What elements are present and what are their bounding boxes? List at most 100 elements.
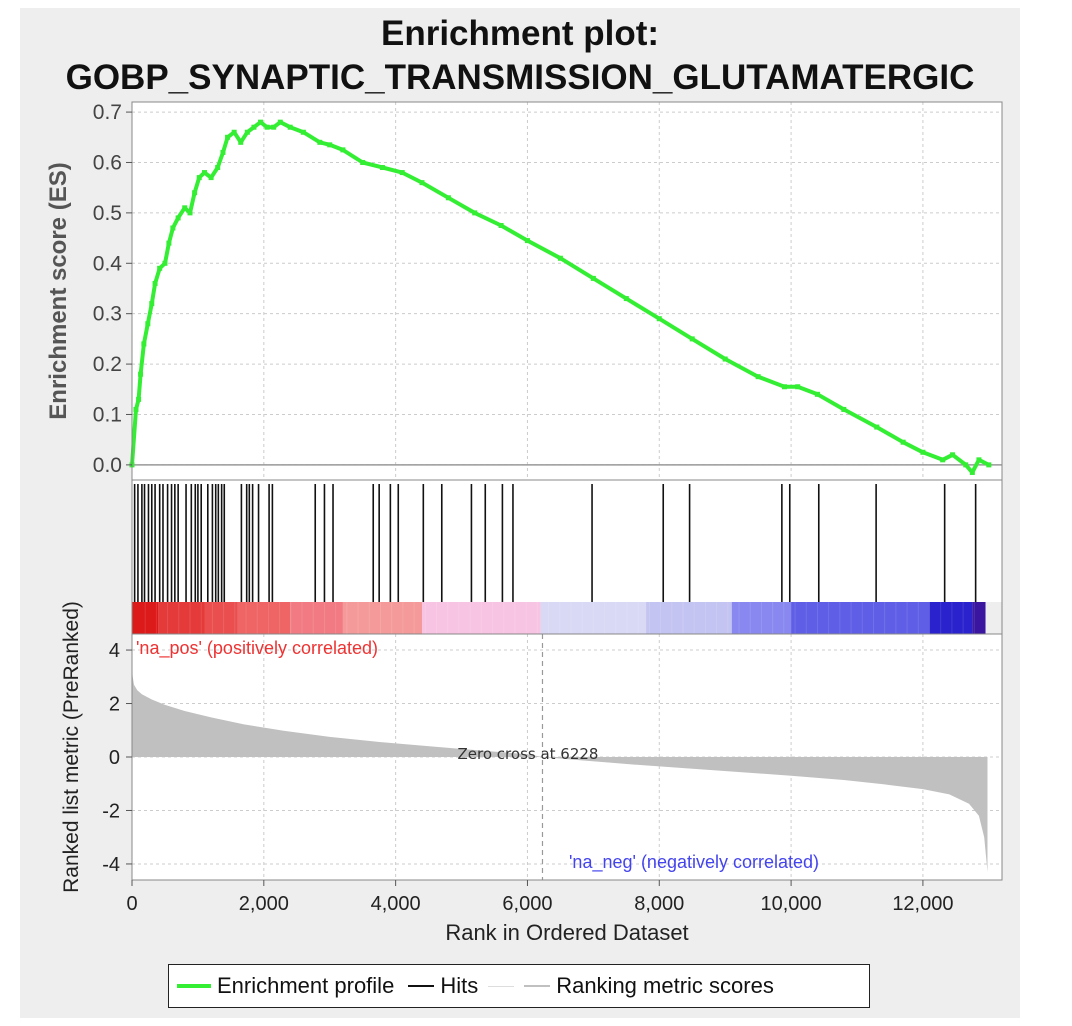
es-point — [920, 449, 926, 455]
es-point — [225, 134, 231, 140]
es-point — [175, 215, 181, 221]
es-point — [231, 129, 237, 135]
es-point — [379, 165, 385, 171]
es-ytick-label: 0.3 — [93, 303, 122, 326]
es-point — [950, 452, 956, 458]
es-point — [472, 210, 478, 216]
es-point — [182, 205, 188, 211]
heatbar-segment — [158, 602, 205, 634]
es-point — [722, 356, 728, 362]
es-point — [360, 159, 366, 165]
es-ytick-label: 0.2 — [93, 353, 122, 376]
metric-ytick-label: -2 — [102, 800, 120, 822]
metric-ytick-label: 4 — [109, 640, 120, 662]
heatbar-segment — [972, 602, 986, 634]
es-point — [215, 165, 221, 171]
es-point — [258, 119, 264, 125]
metric-ylabel: Ranked list metric (PreRanked) — [60, 601, 83, 893]
pos-correlated-label: 'na_pos' (positively correlated) — [136, 638, 378, 659]
es-point — [149, 301, 155, 307]
es-point — [162, 260, 168, 266]
heatbar-segment — [929, 602, 973, 634]
es-point — [524, 238, 530, 244]
es-point — [202, 170, 207, 176]
es-point — [940, 457, 946, 463]
es-point — [157, 265, 163, 271]
legend: Enrichment profile Hits Ranking metric s… — [168, 964, 870, 1008]
es-point — [251, 124, 257, 130]
es-ylabel: Enrichment score (ES) — [45, 162, 72, 419]
es-point — [689, 336, 695, 342]
es-point — [244, 129, 250, 135]
es-ytick-label: 0.4 — [93, 252, 123, 275]
metric-xtick-label: 8,000 — [634, 893, 684, 915]
es-point — [557, 255, 563, 261]
legend-label-ranking: Ranking metric scores — [556, 973, 774, 998]
es-point — [976, 457, 982, 463]
es-point — [196, 175, 202, 181]
es-ytick-label: 0.6 — [93, 151, 122, 174]
es-point — [498, 222, 504, 228]
es-point — [590, 275, 596, 281]
es-point — [623, 296, 629, 302]
heatbar-segment — [342, 602, 422, 634]
heatbar-segment — [731, 602, 792, 634]
legend-swatch-ranking — [524, 985, 551, 987]
chart-title-line2: GOBP_SYNAPTIC_TRANSMISSION_GLUTAMATERGIC — [65, 58, 975, 97]
legend-label-hits: Hits — [440, 973, 479, 998]
metric-ytick-label: 2 — [109, 694, 120, 716]
heatbar-segment — [237, 602, 291, 634]
es-point — [795, 384, 801, 390]
legend-item-hits: Hits — [408, 973, 478, 999]
zero-cross-label: Zero cross at 6228 — [458, 745, 599, 763]
heatbar-segment — [540, 602, 647, 634]
es-point — [138, 371, 144, 377]
es-point — [271, 124, 277, 130]
es-point — [277, 119, 283, 125]
es-point — [317, 139, 323, 145]
metric-xtick-label: 4,000 — [371, 893, 421, 915]
legend-item-enrichment: Enrichment profile — [177, 973, 394, 999]
es-point — [152, 280, 158, 286]
es-point — [969, 469, 975, 475]
heatbar-segment — [204, 602, 238, 634]
es-ytick-label: 0.7 — [93, 101, 122, 124]
es-point — [238, 139, 244, 145]
metric-xtick-label: 12,000 — [892, 893, 953, 915]
es-point — [192, 190, 198, 196]
es-ytick-label: 0.0 — [93, 454, 122, 477]
metric-ytick-label: -4 — [102, 854, 120, 876]
heatbar-segment — [422, 602, 541, 634]
metric-xtick-label: 2,000 — [239, 893, 289, 915]
es-point — [755, 374, 761, 380]
es-point — [419, 180, 425, 186]
es-point — [841, 406, 847, 412]
es-point — [166, 240, 172, 246]
legend-swatch-enrichment — [177, 984, 211, 988]
gsea-plot: 0.7 0.6 0.5 0.4 0.3 0.2 0.1 0.0 Enrichment score… — [45, 101, 1003, 945]
heatbar-segment — [791, 602, 930, 634]
es-point — [963, 462, 969, 468]
es-ytick-label: 0.1 — [93, 403, 122, 426]
es-point — [656, 316, 662, 322]
es-point — [208, 175, 214, 181]
es-point — [187, 210, 193, 216]
heatbar-segment — [132, 602, 159, 634]
es-point — [136, 396, 142, 402]
es-point — [900, 439, 906, 445]
legend-swatch-hits — [408, 985, 435, 987]
heatbar-segment — [646, 602, 732, 634]
es-point — [133, 406, 139, 412]
metric-area — [132, 666, 988, 872]
es-point — [300, 129, 306, 135]
legend-item-ranking: Ranking metric scores — [524, 973, 774, 999]
metric-xtick-label: 0 — [126, 893, 137, 915]
es-point — [874, 424, 880, 430]
es-point — [264, 124, 270, 130]
legend-label-enrichment: Enrichment profile — [217, 973, 395, 998]
es-point — [145, 321, 151, 327]
es-point — [782, 384, 787, 390]
metric-ytick-label: 0 — [109, 747, 120, 769]
es-ytick-label: 0.5 — [93, 202, 122, 225]
metric-xtick-label: 10,000 — [761, 893, 822, 915]
